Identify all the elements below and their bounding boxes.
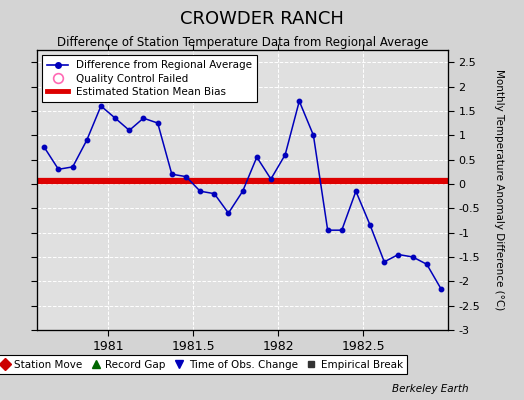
Text: CROWDER RANCH: CROWDER RANCH <box>180 10 344 28</box>
Title: Difference of Station Temperature Data from Regional Average: Difference of Station Temperature Data f… <box>57 36 428 49</box>
Y-axis label: Monthly Temperature Anomaly Difference (°C): Monthly Temperature Anomaly Difference (… <box>494 69 504 311</box>
Legend: Station Move, Record Gap, Time of Obs. Change, Empirical Break: Station Move, Record Gap, Time of Obs. C… <box>0 356 407 374</box>
Text: Berkeley Earth: Berkeley Earth <box>392 384 469 394</box>
